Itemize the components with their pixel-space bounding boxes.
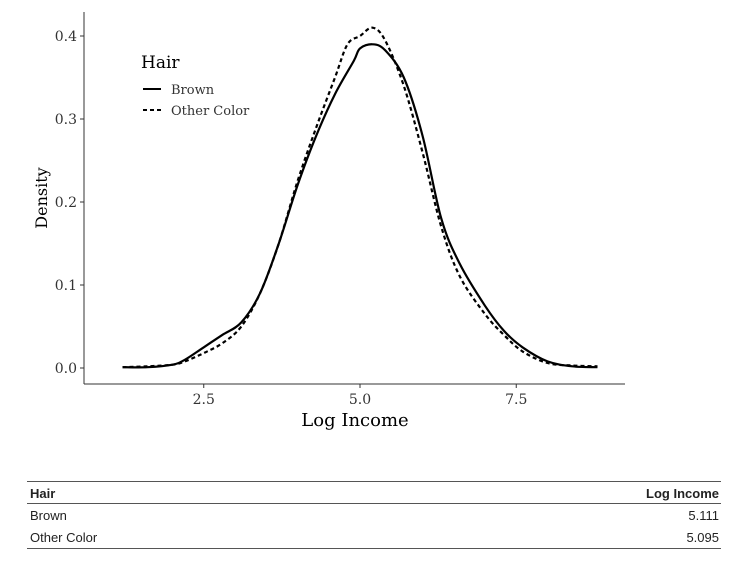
x-tick-label: 5.0 [349,392,371,408]
y-tick-label: 0.2 [55,195,77,211]
legend: Hair Brown Other Color [141,53,250,119]
y-tick-label: 0.3 [55,112,77,128]
y-axis-title: Density [32,167,51,228]
summary-table-container: Hair Log Income Brown 5.111 Other Color … [27,481,721,549]
table-header-row: Hair Log Income [27,481,721,504]
x-ticks: 2.5 5.0 7.5 [193,384,527,408]
x-tick-label: 7.5 [505,392,527,408]
legend-title: Hair [141,53,180,73]
cell-hair-other-color: Other Color [27,526,361,549]
y-tick-label: 0.0 [55,361,77,377]
cell-hair-brown: Brown [30,508,67,523]
header-hair: Hair [27,481,361,504]
cell-log-income-other-color: 5.095 [360,526,721,549]
series-line-brown [122,43,598,369]
series-line-other-color [122,26,598,369]
y-tick-label: 0.4 [55,29,77,45]
x-tick-label: 2.5 [193,392,215,408]
legend-label-brown: Brown [171,83,215,98]
density-chart: 0.0 0.1 0.2 0.3 0.4 2.5 5.0 7.5 Log Income Den… [32,12,625,431]
summary-table: Hair Log Income Brown 5.111 Other Color … [27,481,721,549]
x-axis-title: Log Income [301,410,408,431]
table-row: Brown 5.111 [27,504,721,527]
y-ticks: 0.0 0.1 0.2 0.3 0.4 [55,29,84,377]
cell-log-income-brown: 5.111 [688,508,719,523]
series-layer [122,26,598,369]
legend-label-other-color: Other Color [171,104,250,119]
header-log-income: Log Income [360,481,721,504]
table-row: Other Color 5.095 [27,526,721,549]
y-tick-label: 0.1 [55,278,77,294]
